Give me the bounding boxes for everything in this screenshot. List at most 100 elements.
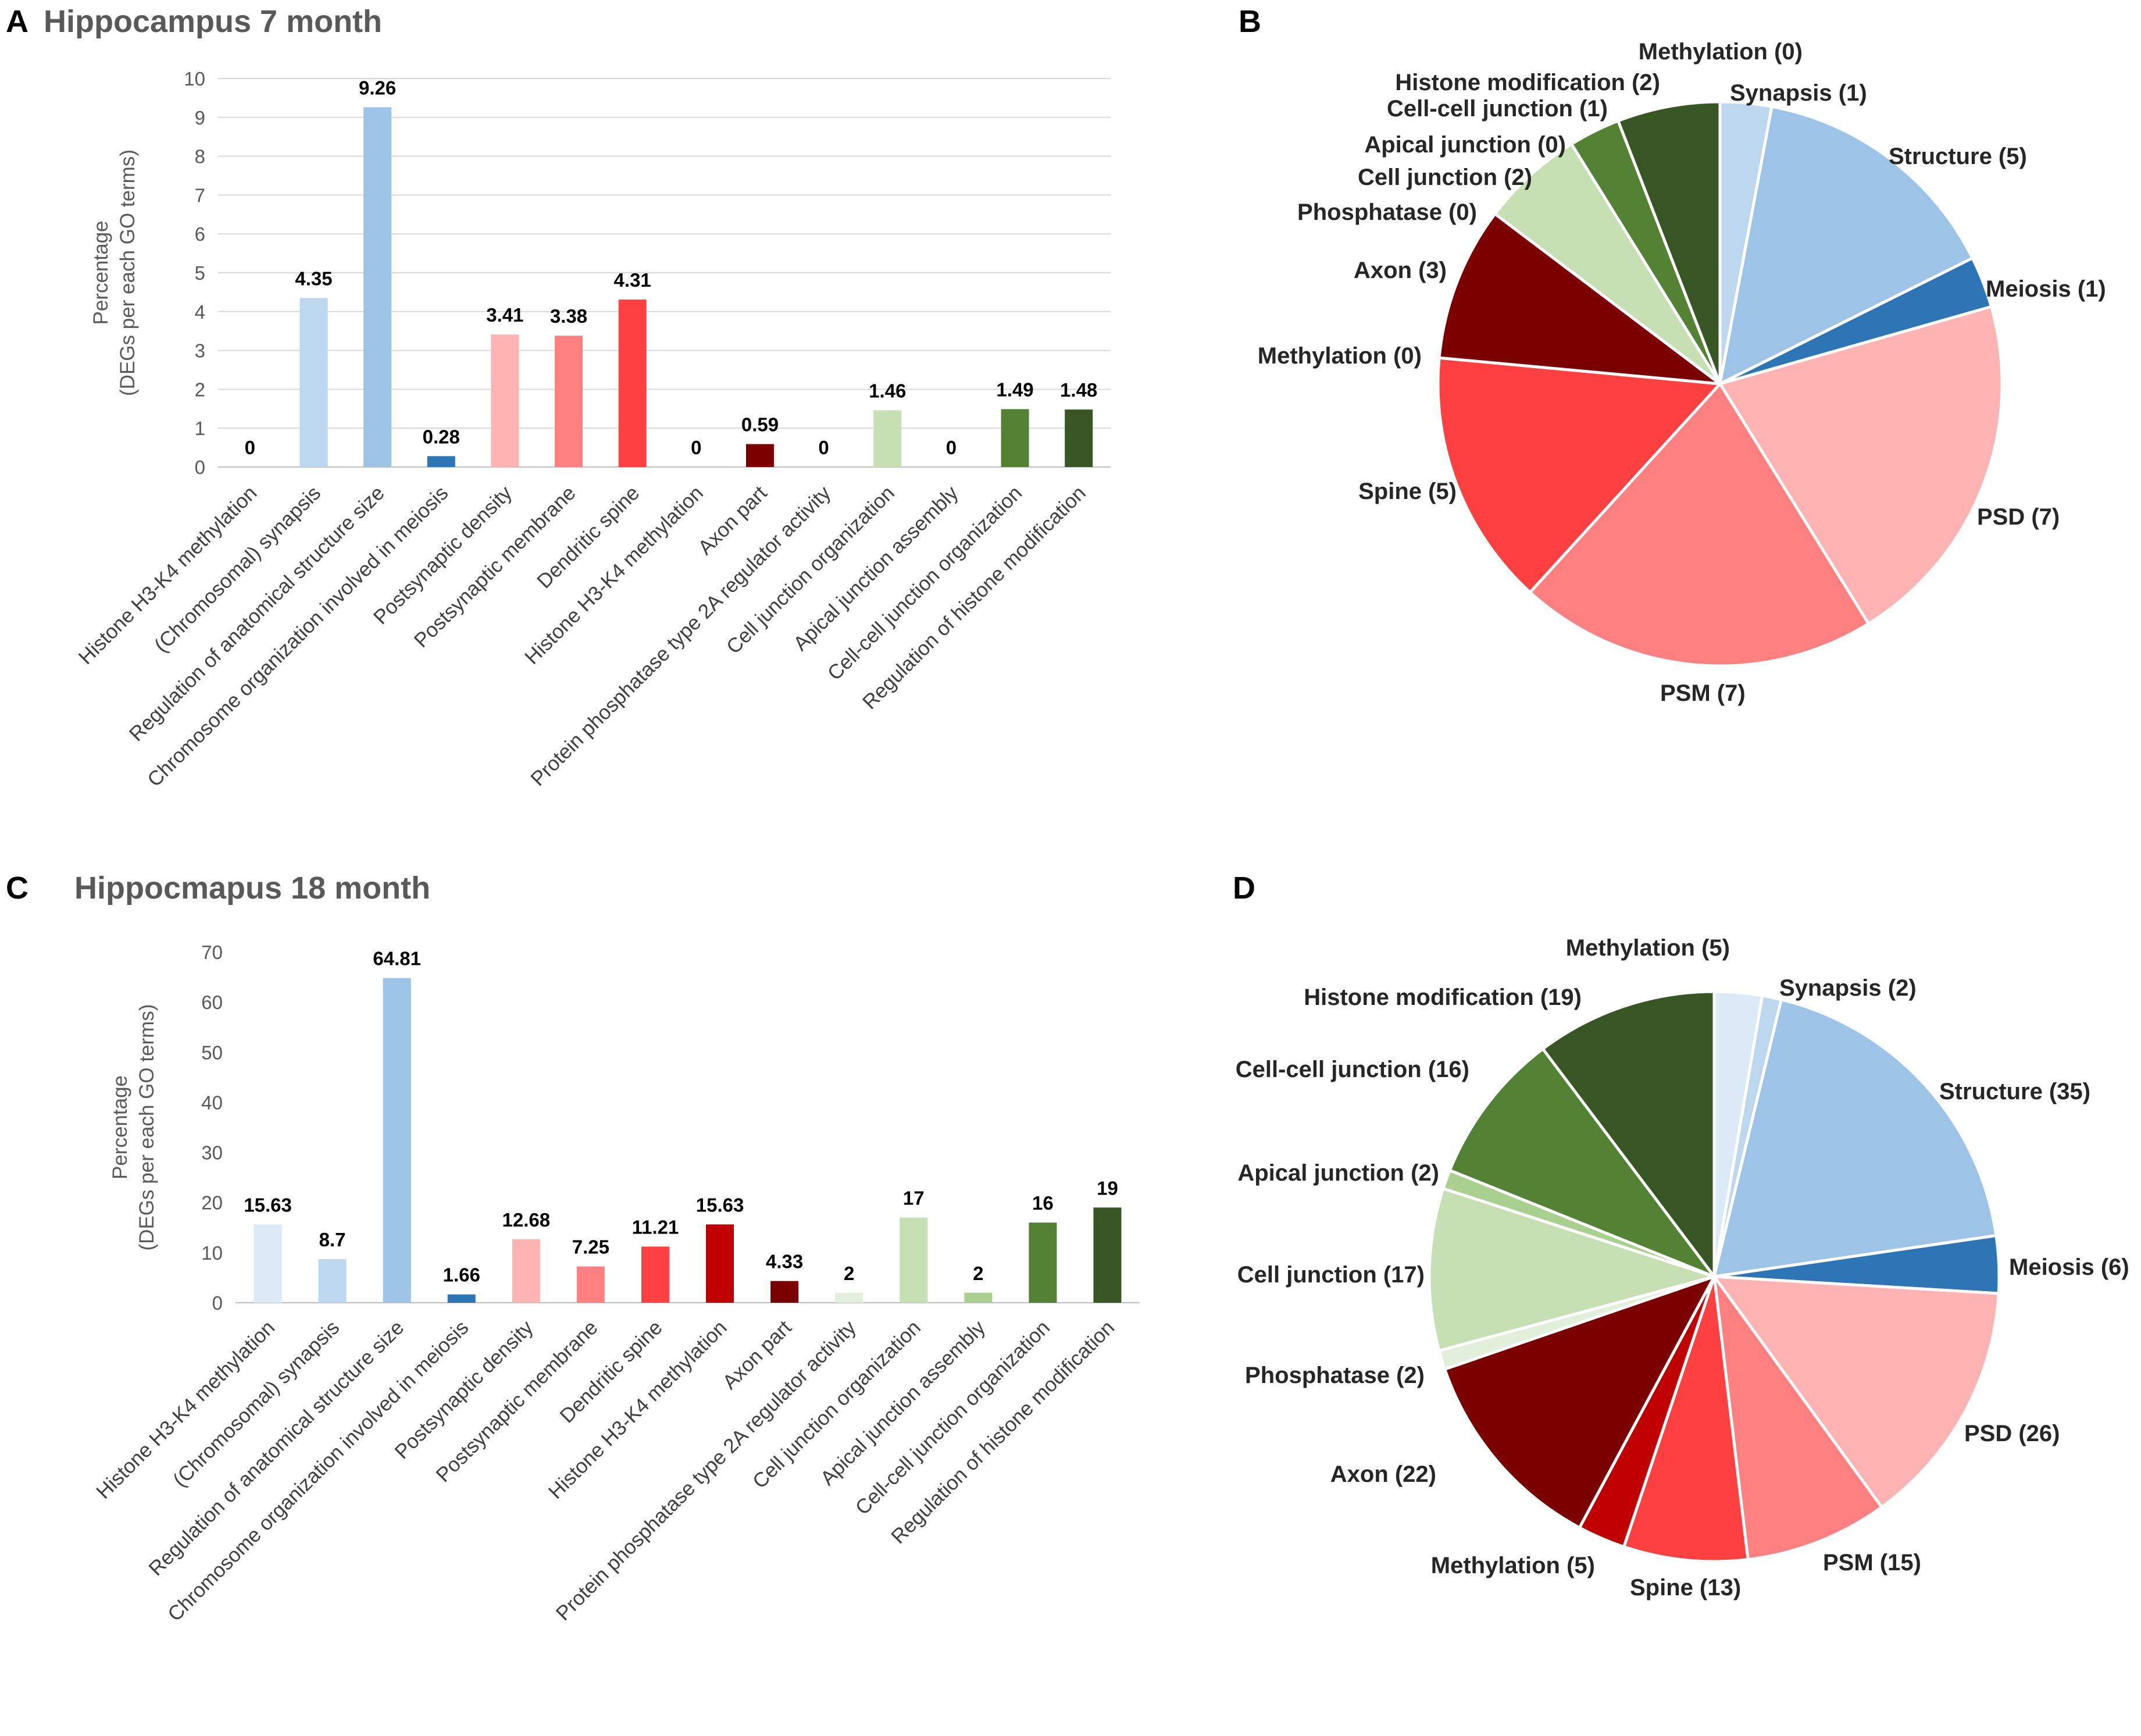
panel-letter-a: A xyxy=(6,4,28,39)
pie-slice-label: PSD (26) xyxy=(1964,1421,2060,1446)
pie-slice-label: Methylation (5) xyxy=(1566,935,1730,961)
pie-slice xyxy=(1712,998,1998,1278)
bar-value-label: 4.31 xyxy=(614,269,651,291)
bar xyxy=(1001,409,1029,467)
pie-slice-label: Methylation (5) xyxy=(1431,1553,1595,1578)
pie-slice-label: Histone modification (19) xyxy=(1304,985,1582,1010)
panel-letter-b: B xyxy=(1239,4,1261,39)
pie-slice-label: Axon (3) xyxy=(1354,258,1447,283)
bar-value-label: 8.7 xyxy=(319,1229,346,1250)
pie-slice-label: Meiosis (6) xyxy=(2009,1254,2129,1280)
pie-slice-label: Cell junction (2) xyxy=(1358,165,1532,190)
pie-slice-label: Cell-cell junction (16) xyxy=(1236,1057,1469,1082)
pie-slice-label: PSM (15) xyxy=(1823,1550,1921,1575)
pie-slice xyxy=(1718,305,2004,625)
category-label: Regulation of anatomical structure size xyxy=(125,482,389,746)
bar-value-label: 0.59 xyxy=(741,414,779,436)
y-tick-label: 20 xyxy=(201,1192,223,1214)
bar-value-label: 64.81 xyxy=(373,948,421,969)
pie-slice-label: Phosphatase (0) xyxy=(1297,199,1477,225)
pie-slice-label: Meiosis (1) xyxy=(1986,276,2106,302)
y-tick-label: 0 xyxy=(195,457,205,478)
pie-slice xyxy=(1622,1275,1750,1563)
pie-slice-label: Synapsis (1) xyxy=(1730,80,1867,106)
pie-slice xyxy=(1428,1187,1716,1352)
bar xyxy=(873,410,902,467)
bar-chart-c: 0 10 20 30 40 50 60 70 Percentage (DEGs per each … xyxy=(92,942,1140,1626)
category-label: Chromosome organization involved in meio… xyxy=(163,1316,473,1626)
y-tick-label: 60 xyxy=(201,992,223,1013)
pie-slice-label: PSM (7) xyxy=(1660,680,1746,706)
y-tick-label: 4 xyxy=(195,301,205,323)
bar-value-label: 15.63 xyxy=(244,1194,292,1215)
y-tick-label: 5 xyxy=(195,262,205,284)
y-axis-label-line: (DEGs per each GO terms) xyxy=(116,149,139,396)
bar-value-label: 2 xyxy=(973,1263,983,1284)
pie-slice xyxy=(1541,990,1716,1278)
pie-slice-label: Cell junction (17) xyxy=(1237,1262,1425,1288)
pie-slice xyxy=(1718,105,1974,386)
category-label: Protein phosphatase type 2A regulator ac… xyxy=(552,1316,861,1625)
bar xyxy=(555,336,583,467)
pie-slice-label: Structure (5) xyxy=(1889,144,2027,169)
y-tick-label: 0 xyxy=(212,1292,223,1314)
category-label: Regulation of histone modification xyxy=(858,482,1090,714)
y-tick-label: 10 xyxy=(201,1242,223,1264)
bar xyxy=(363,107,392,467)
bar-value-label: 1.48 xyxy=(1060,379,1097,401)
pie-slice-label: Methylation (0) xyxy=(1258,343,1422,369)
bar-value-label: 16 xyxy=(1032,1192,1054,1214)
panel-title-a: Hippocampus 7 month xyxy=(44,4,382,39)
y-tick-label: 30 xyxy=(201,1142,223,1164)
pie-slice xyxy=(1528,382,1870,668)
bar xyxy=(254,1224,282,1303)
pie-slice-label: Histone modification (2) xyxy=(1395,70,1660,95)
y-tick-label: 7 xyxy=(195,184,205,206)
bar xyxy=(618,300,647,467)
bar-value-label: 17 xyxy=(903,1188,925,1209)
y-axis-label-line: Percentage xyxy=(90,220,112,325)
bar-value-label: 0 xyxy=(946,437,957,458)
y-tick-label: 50 xyxy=(201,1042,223,1063)
bar xyxy=(745,444,774,467)
y-tick-label: 1 xyxy=(195,418,205,439)
bar xyxy=(299,298,328,467)
panel-title-c: Hippocmapus 18 month xyxy=(74,871,430,906)
pie-chart-d: Methylation (5) Synapsis (2) Structure (35… xyxy=(1236,935,2129,1600)
bar xyxy=(900,1217,928,1303)
panel-letter-c: C xyxy=(6,871,28,906)
bar xyxy=(447,1294,476,1303)
y-axis-label: Percentage (DEGs per each GO terms) xyxy=(90,149,139,396)
bar xyxy=(835,1292,863,1303)
pie-slice xyxy=(1437,212,1722,386)
bar xyxy=(770,1281,799,1303)
bar-value-label: 19 xyxy=(1097,1177,1118,1199)
bar xyxy=(576,1266,605,1303)
bar xyxy=(706,1224,734,1303)
bar-chart-a: 0 1 2 3 4 5 6 7 8 9 10 Percentage (DEGs per each GO … xyxy=(74,68,1111,791)
pie-slice-label: Structure (35) xyxy=(1939,1079,2090,1104)
category-label: Protein phosphatase type 2A regulator ac… xyxy=(526,482,835,790)
pie-slice xyxy=(1436,356,1722,594)
y-tick-label: 70 xyxy=(201,942,223,963)
y-axis-label-line: (DEGs per each GO terms) xyxy=(135,1004,158,1251)
y-tick-label: 8 xyxy=(195,146,205,167)
bar-value-label: 1.66 xyxy=(443,1264,480,1286)
y-tick-label: 10 xyxy=(184,68,205,90)
bar-value-label: 4.35 xyxy=(295,268,332,289)
pie-slice-label: Phosphatase (2) xyxy=(1245,1363,1425,1388)
bar-value-label: 4.33 xyxy=(766,1251,803,1272)
bar-value-label: 0.28 xyxy=(423,426,460,447)
category-label: Chromosome organization involved in meio… xyxy=(143,482,452,791)
bar-value-label: 2 xyxy=(844,1263,854,1284)
bar xyxy=(964,1292,993,1303)
bar xyxy=(1065,409,1093,467)
y-tick-label: 40 xyxy=(201,1092,223,1113)
y-tick-label: 9 xyxy=(195,107,205,129)
bar xyxy=(512,1239,540,1303)
pie-slice-label: Spine (13) xyxy=(1630,1575,1741,1600)
pie-slice-label: Cell-cell junction (1) xyxy=(1387,96,1608,122)
y-axis-label-line: Percentage xyxy=(109,1075,131,1179)
pie-slice xyxy=(1493,142,1722,386)
